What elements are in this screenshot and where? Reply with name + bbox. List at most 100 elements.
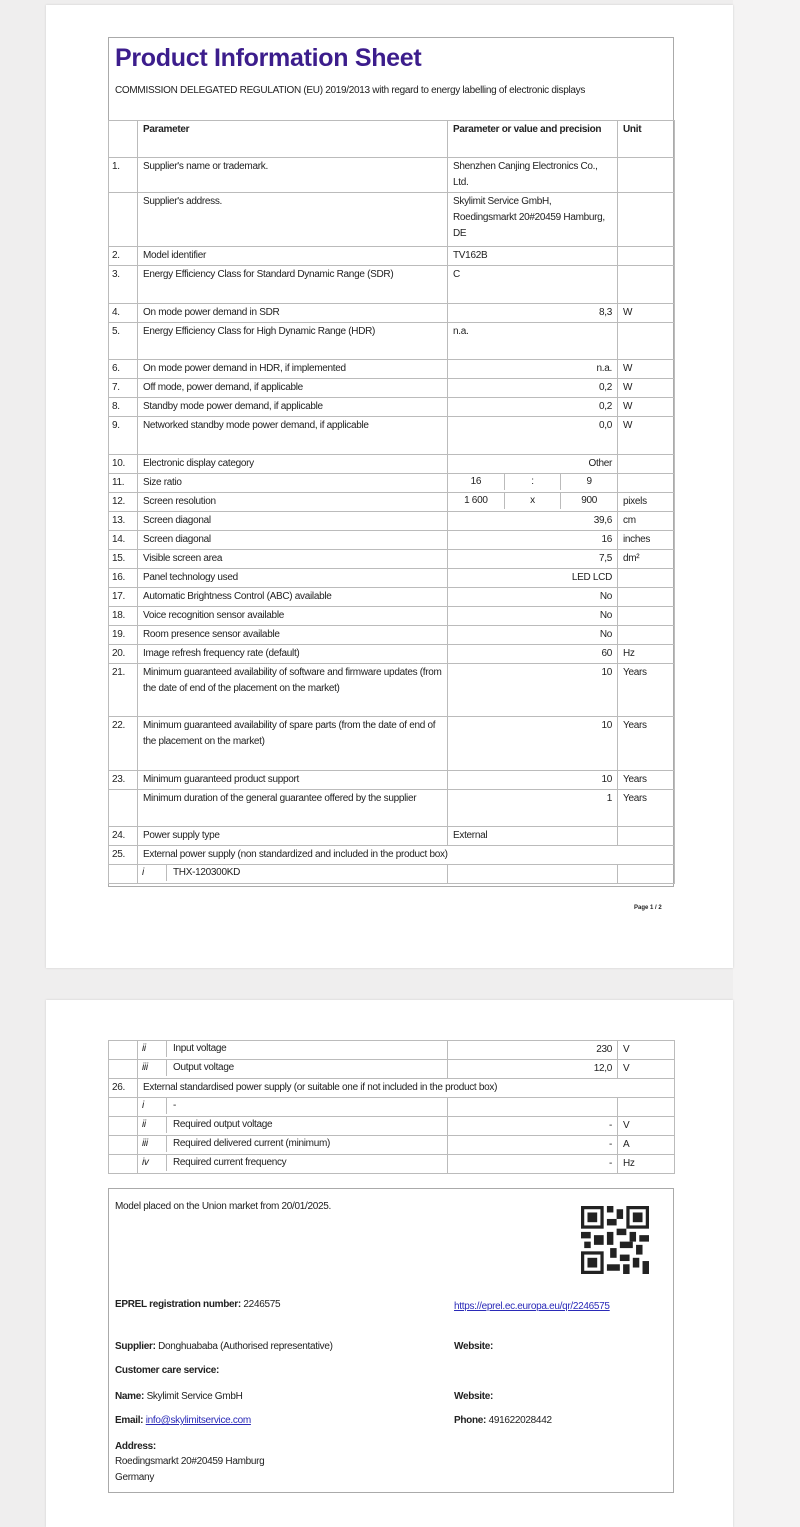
email-link[interactable]: info@skylimitservice.com bbox=[145, 1415, 252, 1426]
eprel-link[interactable]: https://eprel.ec.europa.eu/qr/2246575 bbox=[454, 1301, 610, 1312]
row-value: - bbox=[447, 1154, 618, 1174]
table-row: 25. External power supply (non standardiz… bbox=[108, 845, 675, 865]
sub-label: Required output voltage bbox=[173, 1119, 273, 1130]
row-number bbox=[108, 1135, 138, 1155]
table-row: 16. Panel technology used LED LCD bbox=[108, 568, 675, 588]
page-1: Product Information Sheet COMMISSION DEL… bbox=[46, 5, 733, 968]
row-parameter: Size ratio bbox=[137, 473, 448, 493]
row-number: 13. bbox=[108, 511, 138, 531]
row-number: 16. bbox=[108, 568, 138, 588]
row-parameter: Supplier's address. bbox=[137, 192, 448, 247]
sub-numeral: ii bbox=[138, 1041, 167, 1057]
row-number bbox=[108, 864, 138, 884]
table-row: 4. On mode power demand in SDR 8,3 W bbox=[108, 303, 675, 323]
row-number: 18. bbox=[108, 606, 138, 626]
row-unit: Years bbox=[617, 770, 675, 790]
sub-label: Required delivered current (minimum) bbox=[173, 1138, 331, 1149]
row-unit bbox=[617, 192, 675, 247]
table-row: 9. Networked standby mode power demand, i… bbox=[108, 416, 675, 455]
viewer-background bbox=[733, 0, 800, 1527]
row-parameter: Screen resolution bbox=[137, 492, 448, 512]
row-parameter: iii Required delivered current (minimum) bbox=[137, 1135, 448, 1155]
supplier-value: Donghuababa (Authorised representative) bbox=[158, 1341, 333, 1352]
table-row: Supplier's address. Skylimit Service GmbH… bbox=[108, 192, 675, 247]
eprel-label: EPREL registration number: bbox=[115, 1299, 241, 1310]
row-unit: Years bbox=[617, 663, 675, 717]
customer-care-label: Customer care service: bbox=[115, 1365, 220, 1376]
value-part: 9 bbox=[560, 474, 617, 490]
row-unit: W bbox=[617, 397, 675, 417]
row-unit bbox=[617, 322, 675, 360]
table-row: 17. Automatic Brightness Control (ABC) av… bbox=[108, 587, 675, 607]
row-value: No bbox=[447, 625, 618, 645]
table-row: 20. Image refresh frequency rate (default… bbox=[108, 644, 675, 664]
row-value: External bbox=[447, 826, 618, 846]
row-number: 1. bbox=[108, 157, 138, 193]
table-row: 5. Energy Efficiency Class for High Dynam… bbox=[108, 322, 675, 360]
sub-label: Required current frequency bbox=[173, 1157, 287, 1168]
row-number: 12. bbox=[108, 492, 138, 512]
sub-label: - bbox=[173, 1100, 177, 1111]
row-value: n.a. bbox=[447, 322, 618, 360]
row-span-label: External standardised power supply (or s… bbox=[137, 1078, 675, 1098]
row-parameter: Minimum guaranteed product support bbox=[137, 770, 448, 790]
row-parameter: Electronic display category bbox=[137, 454, 448, 474]
row-parameter: Visible screen area bbox=[137, 549, 448, 569]
sub-numeral: i bbox=[138, 865, 167, 881]
row-unit: W bbox=[617, 359, 675, 379]
row-number: 26. bbox=[108, 1078, 138, 1098]
row-parameter: Off mode, power demand, if applicable bbox=[137, 378, 448, 398]
eprel-number: 2246575 bbox=[243, 1299, 281, 1310]
sub-item: ii Input voltage bbox=[138, 1041, 447, 1057]
qr-code-icon[interactable] bbox=[581, 1203, 649, 1277]
header-num bbox=[108, 120, 138, 158]
table-header: Parameter Parameter or value and precisi… bbox=[108, 120, 675, 158]
row-value bbox=[447, 864, 618, 884]
row-number: 9. bbox=[108, 416, 138, 455]
row-unit: Hz bbox=[617, 1154, 675, 1174]
row-value: TV162B bbox=[447, 246, 618, 266]
table-row: i THX-120300KD bbox=[108, 864, 675, 884]
row-unit bbox=[617, 568, 675, 588]
table-row: ii Input voltage 230 V bbox=[108, 1040, 675, 1060]
table-row: 14. Screen diagonal 16 inches bbox=[108, 530, 675, 550]
row-number: 20. bbox=[108, 644, 138, 664]
row-parameter: Minimum guaranteed availability of softw… bbox=[137, 663, 448, 717]
table-row: 11. Size ratio 16:9 bbox=[108, 473, 675, 493]
row-unit: pixels bbox=[617, 492, 675, 512]
row-unit: Years bbox=[617, 789, 675, 827]
row-parameter: On mode power demand in HDR, if implemen… bbox=[137, 359, 448, 379]
row-value: 16 bbox=[447, 530, 618, 550]
row-parameter: Automatic Brightness Control (ABC) avail… bbox=[137, 587, 448, 607]
row-parameter: ii Input voltage bbox=[137, 1040, 448, 1060]
row-value: 7,5 bbox=[447, 549, 618, 569]
address-label: Address: bbox=[115, 1441, 156, 1452]
table-row: 10. Electronic display category Other bbox=[108, 454, 675, 474]
table-row: iv Required current frequency - Hz bbox=[108, 1154, 675, 1174]
row-value: 39,6 bbox=[447, 511, 618, 531]
split-value: 16:9 bbox=[448, 474, 617, 490]
row-unit bbox=[617, 864, 675, 884]
row-parameter: i- bbox=[137, 1097, 448, 1117]
row-parameter: Standby mode power demand, if applicable bbox=[137, 397, 448, 417]
address-line-1: Roedingsmarkt 20#20459 Hamburg bbox=[115, 1456, 265, 1467]
row-parameter: Image refresh frequency rate (default) bbox=[137, 644, 448, 664]
website-label: Website: bbox=[454, 1341, 494, 1352]
row-unit bbox=[617, 265, 675, 304]
row-value: 60 bbox=[447, 644, 618, 664]
sub-item: i THX-120300KD bbox=[138, 865, 447, 881]
row-number: 22. bbox=[108, 716, 138, 771]
sub-item: i- bbox=[138, 1098, 447, 1114]
row-unit bbox=[617, 157, 675, 193]
row-value: 0,2 bbox=[447, 397, 618, 417]
address-line-2: Germany bbox=[115, 1472, 155, 1483]
page-number: Page 1 / 2 bbox=[634, 905, 662, 911]
table-row: 13. Screen diagonal 39,6 cm bbox=[108, 511, 675, 531]
row-unit: W bbox=[617, 416, 675, 455]
row-number: 10. bbox=[108, 454, 138, 474]
sub-numeral: ii bbox=[138, 1117, 167, 1133]
row-number: 15. bbox=[108, 549, 138, 569]
value-part: 1 600 bbox=[464, 495, 488, 506]
table-row: 18. Voice recognition sensor available No bbox=[108, 606, 675, 626]
email-label: Email: bbox=[115, 1415, 144, 1426]
